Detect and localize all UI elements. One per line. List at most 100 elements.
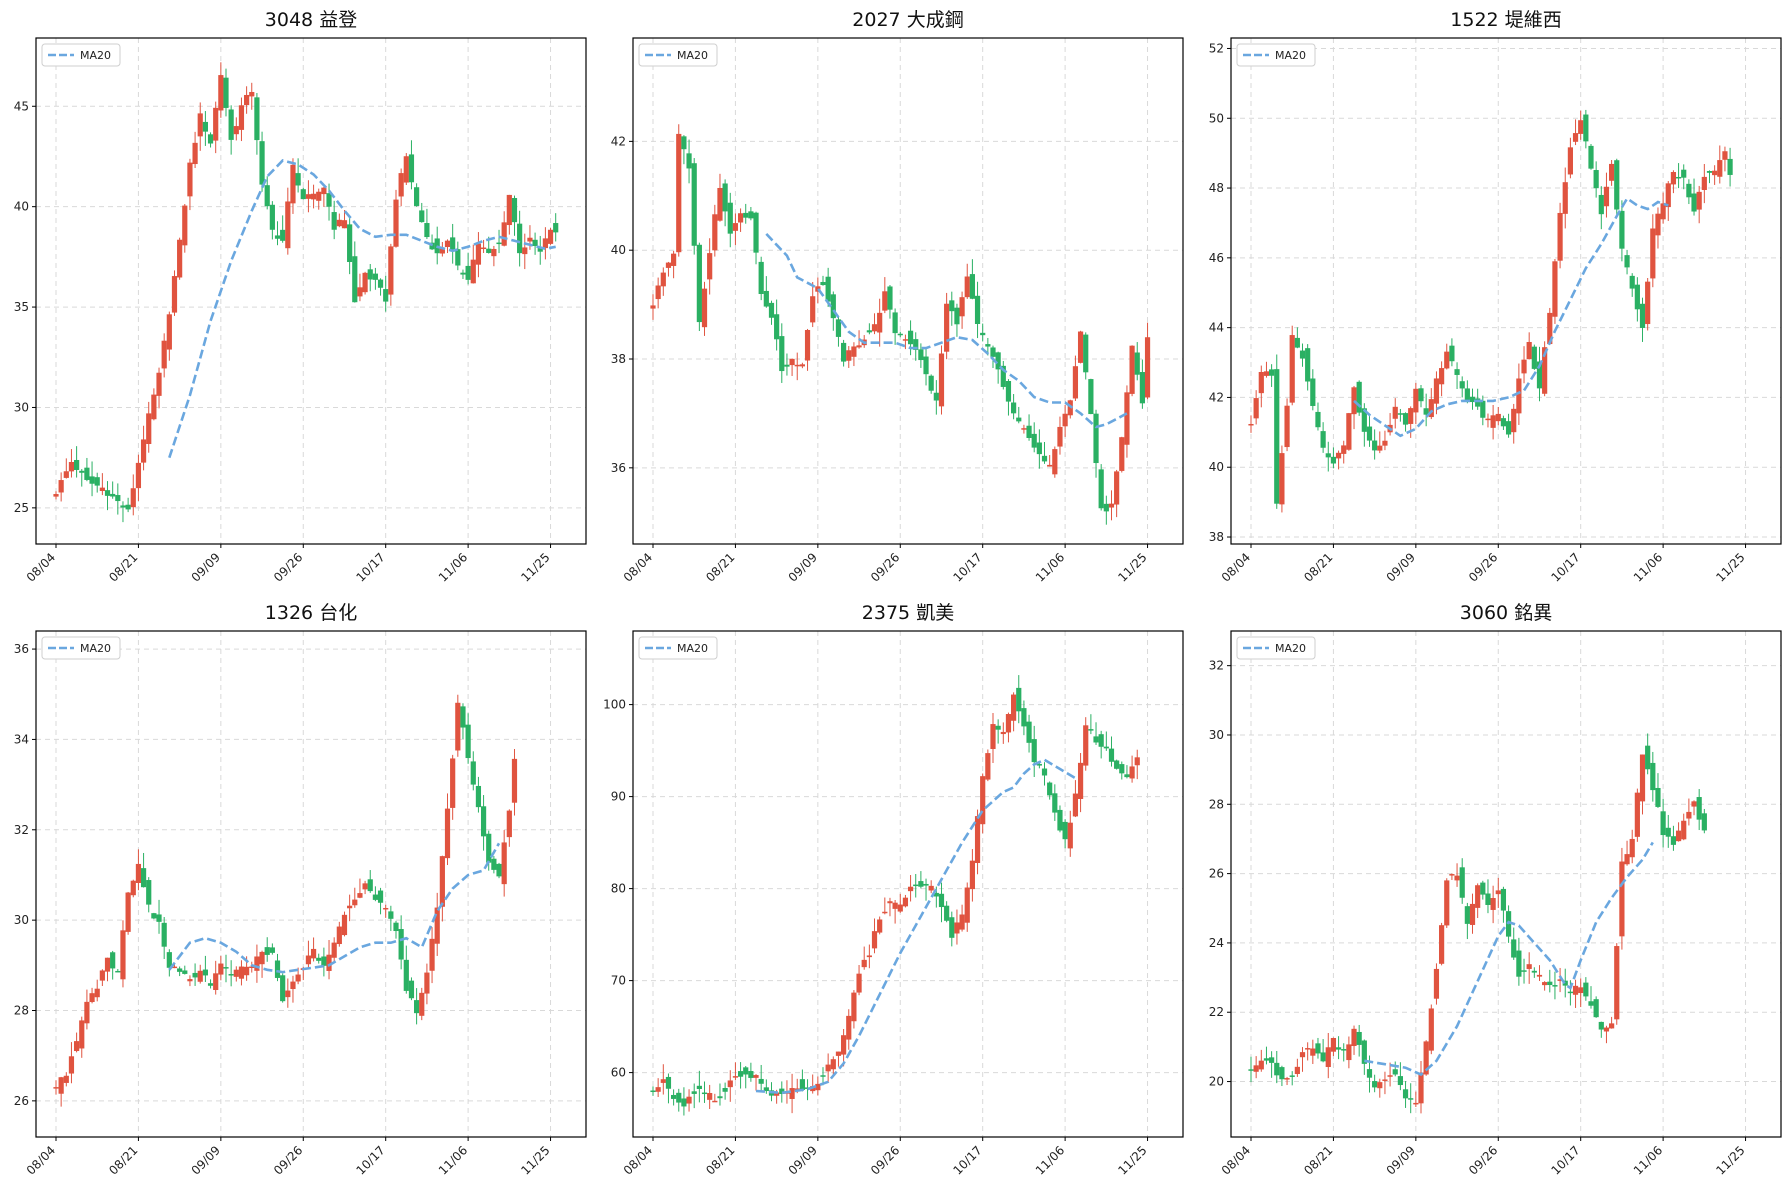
candle-body — [450, 758, 456, 808]
candle-body — [377, 890, 384, 903]
candle — [1619, 847, 1625, 950]
candle — [197, 102, 203, 151]
candle — [1134, 749, 1140, 780]
candle — [1572, 979, 1579, 1008]
candle-body — [1134, 352, 1140, 375]
candle — [1603, 1025, 1610, 1044]
candle-body — [1634, 284, 1640, 310]
y-tick-label: 35 — [14, 300, 29, 314]
candle — [1016, 406, 1022, 424]
candle-body — [1047, 464, 1053, 467]
candle — [969, 259, 975, 300]
candle — [197, 964, 203, 984]
candle — [120, 920, 126, 988]
candle-body — [758, 1078, 764, 1084]
chart-title: 2027 大成鋼 — [852, 9, 963, 31]
candle — [1279, 1065, 1285, 1087]
candle-body — [1310, 1048, 1316, 1056]
candle-body — [1439, 368, 1445, 385]
candle-body — [1139, 372, 1145, 404]
candle-body — [223, 967, 229, 969]
candle-body — [727, 202, 733, 234]
candle-body — [846, 350, 852, 361]
candle — [274, 953, 281, 982]
candle-body — [63, 471, 69, 478]
candle — [1021, 700, 1027, 736]
candle-body — [444, 808, 451, 859]
candle-body — [1536, 361, 1543, 389]
candle — [1557, 967, 1563, 993]
candle-body — [372, 894, 378, 900]
candle-body — [1299, 350, 1306, 359]
candle — [1248, 415, 1254, 433]
x-tick-label: 11/25 — [518, 1143, 552, 1177]
candle — [1681, 164, 1687, 190]
candle-body — [1356, 1031, 1362, 1045]
candle — [233, 966, 239, 982]
candle-body — [743, 1067, 749, 1075]
candle-body — [660, 1079, 666, 1083]
candle — [362, 271, 368, 295]
candle — [964, 263, 970, 299]
candle — [1129, 345, 1135, 397]
candle — [259, 950, 265, 978]
candle-body — [321, 956, 327, 966]
candle — [1279, 445, 1285, 513]
candle-body — [218, 75, 224, 111]
candle — [465, 252, 471, 285]
candle-body — [1598, 1021, 1604, 1030]
candle-body — [444, 240, 451, 248]
x-tick-label: 08/21 — [703, 550, 737, 584]
candle-body — [1366, 1069, 1373, 1078]
candle — [125, 891, 131, 935]
candle — [954, 909, 960, 945]
y-tick-label: 46 — [1209, 251, 1224, 265]
ma20-line — [1353, 196, 1669, 438]
candle — [1449, 338, 1455, 367]
y-tick-label: 28 — [1209, 797, 1224, 811]
candle — [1325, 441, 1331, 472]
candle-body — [1614, 160, 1620, 210]
candle — [280, 215, 286, 243]
candle — [810, 281, 816, 328]
candle-body — [1103, 503, 1109, 512]
candle — [1402, 412, 1409, 432]
candle-body — [94, 477, 100, 486]
chart-title: 3048 益登 — [265, 9, 357, 31]
candle — [1294, 1058, 1300, 1077]
x-tick-label: 08/21 — [106, 550, 140, 584]
candle — [1124, 765, 1130, 779]
ma20-line — [168, 842, 501, 974]
candle — [1356, 1024, 1362, 1057]
candle-body — [913, 884, 919, 887]
candle-body — [1449, 874, 1455, 876]
candle — [1072, 780, 1079, 818]
candle — [1490, 885, 1496, 924]
candle — [717, 1083, 723, 1106]
candle-body — [712, 1100, 718, 1103]
candle — [1062, 404, 1068, 437]
candle-body — [1521, 359, 1527, 374]
candle — [1516, 937, 1522, 986]
y-tick-label: 40 — [611, 243, 626, 257]
candle — [1310, 1039, 1316, 1064]
candle — [758, 256, 764, 301]
candle-body — [89, 476, 95, 484]
candle-body — [1077, 762, 1084, 799]
candle-body — [995, 352, 1001, 370]
candle-body — [547, 229, 554, 244]
candle — [1495, 877, 1501, 908]
plot-frame — [35, 37, 587, 545]
candle — [1088, 378, 1094, 415]
candle — [1459, 858, 1465, 904]
y-tick-label: 38 — [611, 352, 626, 366]
candle-body — [871, 324, 878, 332]
candle — [372, 267, 378, 290]
candle — [753, 1074, 759, 1091]
candle — [166, 311, 172, 361]
candle-body — [1727, 158, 1733, 175]
candle — [161, 917, 167, 959]
candle — [882, 277, 888, 314]
candle-body — [383, 907, 389, 910]
